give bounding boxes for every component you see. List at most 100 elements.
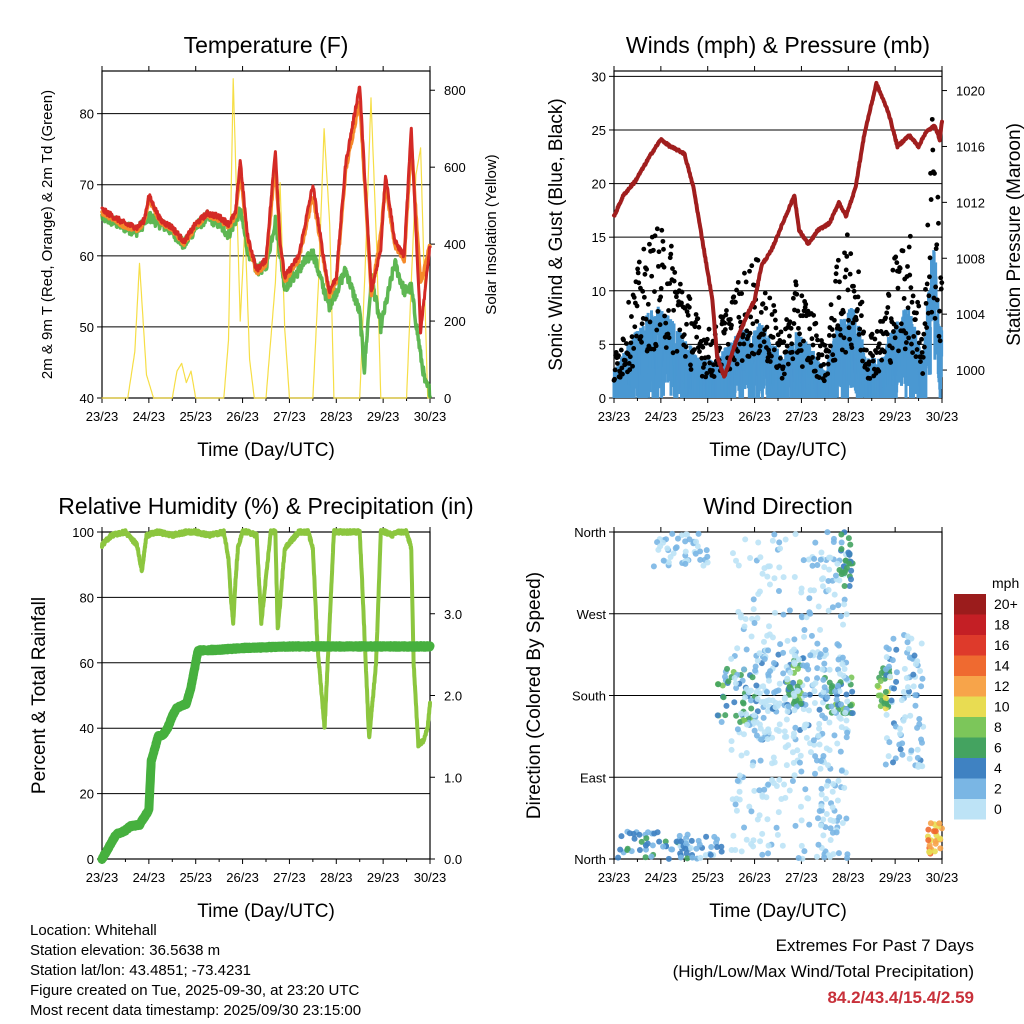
extremes-heading: Extremes For Past 7 Days (775, 936, 974, 955)
direction-point (781, 694, 788, 701)
direction-point (820, 575, 827, 582)
direction-point (918, 683, 925, 690)
direction-point (718, 718, 725, 725)
speed-legend: mph 20+ 18 16 14 12 10 8 6 4 2 0 (954, 575, 1019, 820)
gust-point (736, 314, 742, 320)
direction-ytick-label: South (572, 689, 606, 704)
direction-point (883, 711, 890, 718)
direction-point (834, 682, 841, 689)
direction-point (840, 672, 847, 679)
humidity-title: Relative Humidity (%) & Precipitation (i… (58, 493, 473, 519)
direction-point (807, 652, 814, 659)
direction-point (812, 680, 819, 687)
gust-point (874, 329, 880, 334)
direction-point (704, 553, 711, 560)
humidity-ytick-right-label: 2.0 (444, 689, 462, 704)
direction-point (781, 728, 788, 735)
gust-point (769, 312, 775, 317)
direction-point (764, 707, 771, 714)
winds-ytick-right-label: 1020 (956, 84, 985, 99)
gust-point (934, 297, 940, 303)
direction-point (931, 828, 938, 835)
gust-point (739, 291, 745, 296)
direction-point (815, 732, 822, 739)
direction-point (844, 698, 851, 705)
direction-point (816, 720, 823, 727)
gust-point (667, 281, 673, 286)
gust-point (735, 279, 741, 285)
humidity-axes: 0 20 40 60 80 100 0.0 1.0 2.0 3.0 23/23 24/23 25/23 2… (29, 493, 474, 922)
direction-point (910, 683, 917, 690)
gust-point (667, 255, 673, 261)
gust-point (627, 354, 633, 360)
direction-point (792, 822, 799, 829)
direction-point (765, 850, 772, 857)
direction-point (821, 660, 828, 667)
direction-point (835, 602, 842, 609)
gust-point (659, 227, 665, 233)
gust-point (742, 270, 747, 276)
direction-point (838, 545, 845, 552)
gust-point (733, 299, 738, 305)
direction-point (743, 836, 750, 843)
gust-point (658, 294, 664, 300)
info-created: Figure created on Tue, 2025-09-30, at 23… (30, 982, 360, 999)
direction-point (774, 831, 781, 838)
gust-point (640, 288, 646, 294)
direction-point (828, 684, 835, 691)
gust-point (882, 349, 887, 355)
gust-point (674, 348, 680, 354)
direction-point (822, 715, 829, 722)
direction-point (780, 574, 787, 581)
direction-point (702, 852, 709, 859)
gust-point (629, 314, 634, 319)
temperature-title: Temperature (F) (184, 32, 349, 58)
humidity-xtick-label: 25/23 (179, 870, 212, 885)
direction-point (775, 588, 782, 595)
legend-swatch (954, 758, 986, 779)
gust-point (658, 286, 664, 291)
gust-point (654, 226, 660, 232)
gust-point (788, 325, 794, 331)
gust-point (769, 353, 774, 359)
gust-point (780, 364, 786, 370)
gust-point (918, 359, 923, 365)
direction-point (744, 721, 751, 728)
direction-point (740, 666, 747, 673)
direction-point (697, 556, 704, 563)
gust-point (835, 323, 841, 329)
gust-point (731, 357, 737, 363)
direction-point (651, 830, 658, 837)
gust-point (870, 353, 876, 359)
direction-point (615, 854, 622, 861)
direction-point (882, 761, 889, 768)
direction-point (757, 757, 764, 764)
gust-point (748, 343, 754, 348)
direction-point (765, 647, 772, 654)
direction-point (751, 712, 758, 719)
legend-swatch (954, 778, 986, 799)
direction-point (723, 702, 730, 709)
gust-point (755, 257, 761, 263)
gust-point (906, 335, 912, 341)
gust-point (729, 322, 734, 328)
gust-point (876, 368, 882, 374)
direction-point (752, 667, 759, 674)
direction-ytick-label: North (574, 852, 606, 867)
gust-point (684, 309, 690, 315)
direction-point (843, 815, 850, 822)
direction-point (743, 711, 750, 718)
direction-point (776, 539, 783, 546)
gust-point (662, 313, 668, 319)
gust-point (896, 348, 901, 354)
gust-point (635, 270, 641, 276)
direction-point (777, 641, 784, 648)
direction-point (642, 842, 649, 849)
direction-point (883, 666, 889, 673)
direction-point (797, 727, 804, 734)
gust-point (749, 263, 755, 269)
gust-point (936, 333, 942, 339)
humidity-ytick-label: 0 (87, 852, 94, 867)
direction-point (761, 786, 768, 793)
gust-point (895, 285, 901, 291)
